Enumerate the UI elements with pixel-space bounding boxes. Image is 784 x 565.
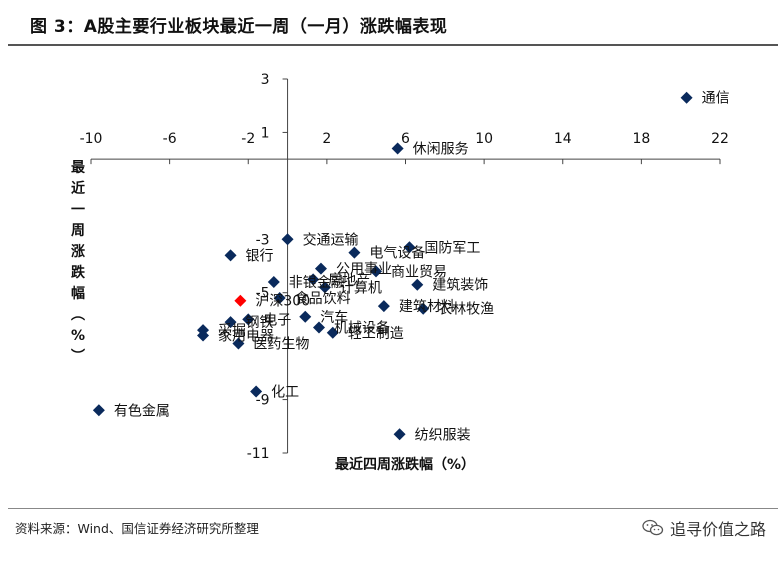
- x-tick-label: -6: [163, 131, 177, 147]
- footer-divider: [8, 508, 778, 509]
- x-axis-label: 最近四周涨跌幅（%）: [335, 456, 475, 473]
- point-label: 银行: [246, 248, 274, 264]
- y-tick-label: -3: [256, 232, 270, 248]
- scatter-point: [377, 300, 390, 313]
- point-label: 房地产: [328, 272, 370, 288]
- scatter-point: [299, 310, 312, 323]
- scatter-point: [281, 233, 294, 246]
- scatter-point: [242, 313, 255, 326]
- scatter-chart: -10 -6 -2 2 6 10 14 18 22 3 1 -3 -5 -9 -11 通信休闲服务交通运输银…: [70, 72, 730, 473]
- scatter-point: [318, 281, 331, 294]
- point-label: 交通运输: [303, 231, 359, 248]
- point-label: 家用电器: [218, 327, 274, 344]
- scatter-point: [411, 278, 424, 291]
- watermark: 追寻价值之路: [642, 516, 766, 540]
- scatter-point: [197, 329, 210, 342]
- scatter-point: [232, 337, 245, 350]
- point-label: 休闲服务: [413, 141, 469, 157]
- point-label: 国防军工: [424, 240, 480, 256]
- point-label: 汽车: [320, 309, 348, 326]
- title-bar: 图 3：A股主要行业板块最近一周（一月）涨跌幅表现: [0, 0, 784, 46]
- scatter-point: [92, 404, 105, 417]
- watermark-text: 追寻价值之路: [669, 520, 766, 539]
- point-label: 采掘: [218, 323, 246, 339]
- point-label: 农林牧渔: [438, 302, 494, 318]
- point-label: 机械设备: [334, 319, 390, 336]
- scatter-point: [314, 262, 327, 275]
- scatter-point: [326, 326, 339, 339]
- y-tick-label: 1: [261, 125, 270, 141]
- scatter-point: [273, 292, 286, 305]
- y-tick-label: -11: [247, 446, 270, 462]
- point-label: 食品饮料: [295, 290, 351, 307]
- point-label: 通信: [702, 91, 730, 107]
- scatter-point: [393, 428, 406, 441]
- chart-axes: -10 -6 -2 2 6 10 14 18 22 3 1 -3 -5 -9 -11: [80, 72, 729, 462]
- title-divider: [8, 44, 778, 46]
- x-tick-label: 14: [554, 131, 572, 147]
- point-label: 电子: [263, 312, 291, 328]
- point-label: 建筑材料: [399, 299, 455, 315]
- scatter-point: [234, 294, 247, 307]
- point-label: 纺织服装: [415, 427, 471, 443]
- scatter-point: [313, 321, 326, 334]
- point-label: 沪深300: [255, 294, 310, 310]
- x-tick-label: 10: [475, 131, 493, 147]
- point-label: 电气设备: [369, 245, 425, 262]
- y-tick-label: -9: [256, 393, 270, 409]
- y-tick-label: 3: [261, 72, 270, 88]
- point-label: 计算机: [340, 280, 382, 296]
- x-tick-label: -2: [241, 131, 255, 147]
- source-note: 资料来源：Wind、国信证券经济研究所整理: [15, 521, 259, 536]
- x-tick-label: 6: [401, 131, 410, 147]
- point-label: 化工: [271, 385, 299, 401]
- point-label: 非银金融: [289, 275, 345, 291]
- x-tick-label: 2: [322, 131, 331, 147]
- scatter-point: [267, 276, 280, 289]
- scatter-point: [348, 246, 361, 259]
- scatter-point: [417, 302, 430, 315]
- point-label: 轻工制造: [348, 326, 404, 342]
- page-title: 图 3：A股主要行业板块最近一周（一月）涨跌幅表现: [30, 17, 448, 37]
- y-axis-label: 最近一周涨跌幅︵% ︶: [70, 159, 86, 365]
- scatter-point: [680, 91, 693, 104]
- scatter-point: [224, 249, 237, 262]
- scatter-point: [250, 385, 263, 398]
- scatter-point: [391, 142, 404, 155]
- x-tick-label: 22: [711, 131, 729, 147]
- point-label: 钢铁: [246, 315, 274, 331]
- x-tick-label: 18: [632, 131, 650, 147]
- scatter-point: [370, 265, 383, 278]
- point-label: 医药生物: [253, 336, 309, 352]
- x-tick-label: -10: [80, 131, 103, 147]
- scatter-point: [224, 316, 237, 329]
- scatter-point: [307, 273, 320, 286]
- chart-points: [92, 91, 693, 441]
- point-label: 建筑装饰: [432, 278, 488, 294]
- point-label: 有色金属: [114, 402, 170, 419]
- point-label: 公用事业: [336, 262, 392, 278]
- y-tick-label: -5: [256, 286, 270, 302]
- scatter-point: [403, 241, 416, 254]
- wechat-icon: [642, 519, 664, 536]
- point-label: 商业贸易: [391, 264, 447, 280]
